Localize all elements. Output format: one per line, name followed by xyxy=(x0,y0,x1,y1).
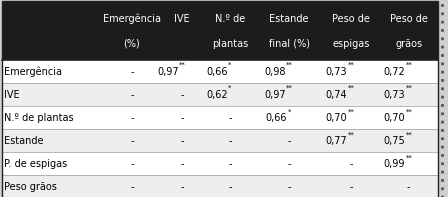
Text: -: - xyxy=(130,182,134,192)
Text: -: - xyxy=(288,182,291,192)
Text: 0,62: 0,62 xyxy=(206,90,228,100)
Text: plantas: plantas xyxy=(212,39,248,48)
Text: 0,70: 0,70 xyxy=(383,113,405,123)
Text: -: - xyxy=(228,182,232,192)
Bar xyxy=(2,60,438,197)
Text: **: ** xyxy=(405,62,412,68)
Bar xyxy=(2,152,438,175)
Text: (%): (%) xyxy=(124,39,140,48)
Text: -: - xyxy=(349,159,353,169)
Text: IVE: IVE xyxy=(4,90,20,100)
Text: 0,99: 0,99 xyxy=(383,159,405,169)
Text: -: - xyxy=(130,159,134,169)
Text: **: ** xyxy=(405,108,412,114)
Text: **: ** xyxy=(348,62,354,68)
Text: 0,66: 0,66 xyxy=(206,67,228,77)
Text: -: - xyxy=(288,136,291,146)
Text: **: ** xyxy=(348,131,354,137)
Bar xyxy=(2,175,438,197)
Text: **: ** xyxy=(286,62,293,68)
Text: -: - xyxy=(181,113,184,123)
Text: -: - xyxy=(228,159,232,169)
Text: Estande: Estande xyxy=(269,14,309,24)
Text: 0,75: 0,75 xyxy=(383,136,405,146)
Text: 0,97: 0,97 xyxy=(157,67,179,77)
Text: IVE: IVE xyxy=(174,14,190,24)
Text: N.º de: N.º de xyxy=(215,14,245,24)
Text: 0,70: 0,70 xyxy=(326,113,347,123)
Text: -: - xyxy=(228,113,232,123)
Bar xyxy=(2,129,438,152)
Text: **: ** xyxy=(286,85,293,91)
Text: -: - xyxy=(130,136,134,146)
Text: **: ** xyxy=(405,154,412,160)
Text: **: ** xyxy=(348,85,354,91)
Text: Peso grãos: Peso grãos xyxy=(4,182,57,192)
Text: **: ** xyxy=(405,131,412,137)
Text: **: ** xyxy=(405,85,412,91)
Bar xyxy=(2,1,438,60)
Text: Emergência: Emergência xyxy=(4,66,62,77)
Text: 0,98: 0,98 xyxy=(264,67,286,77)
Text: -: - xyxy=(181,90,184,100)
Text: -: - xyxy=(181,136,184,146)
Text: Estande: Estande xyxy=(4,136,44,146)
Text: -: - xyxy=(228,136,232,146)
Text: -: - xyxy=(407,182,410,192)
Text: 0,72: 0,72 xyxy=(383,67,405,77)
Text: N.º de plantas: N.º de plantas xyxy=(4,113,74,123)
Text: 0,77: 0,77 xyxy=(326,136,347,146)
Bar xyxy=(2,106,438,129)
Text: espigas: espigas xyxy=(332,39,370,48)
Text: -: - xyxy=(288,159,291,169)
Text: 0,73: 0,73 xyxy=(383,90,405,100)
Text: 0,74: 0,74 xyxy=(326,90,347,100)
Text: -: - xyxy=(181,159,184,169)
Text: P. de espigas: P. de espigas xyxy=(4,159,68,169)
Text: -: - xyxy=(130,113,134,123)
Text: 0,73: 0,73 xyxy=(326,67,347,77)
Text: -: - xyxy=(130,67,134,77)
Bar xyxy=(2,83,438,106)
Text: Peso de: Peso de xyxy=(332,14,370,24)
Text: *: * xyxy=(228,62,232,68)
Bar xyxy=(2,60,438,83)
Text: -: - xyxy=(130,90,134,100)
Text: final (%): final (%) xyxy=(269,39,310,48)
Text: 0,66: 0,66 xyxy=(266,113,287,123)
Text: 0,97: 0,97 xyxy=(264,90,286,100)
Text: **: ** xyxy=(348,108,354,114)
Text: grãos: grãos xyxy=(395,39,422,48)
Text: Emergência: Emergência xyxy=(103,13,161,24)
Text: -: - xyxy=(181,182,184,192)
Text: *: * xyxy=(228,85,232,91)
Text: Peso de: Peso de xyxy=(390,14,428,24)
Text: -: - xyxy=(349,182,353,192)
Text: *: * xyxy=(288,108,291,114)
Text: **: ** xyxy=(179,62,186,68)
